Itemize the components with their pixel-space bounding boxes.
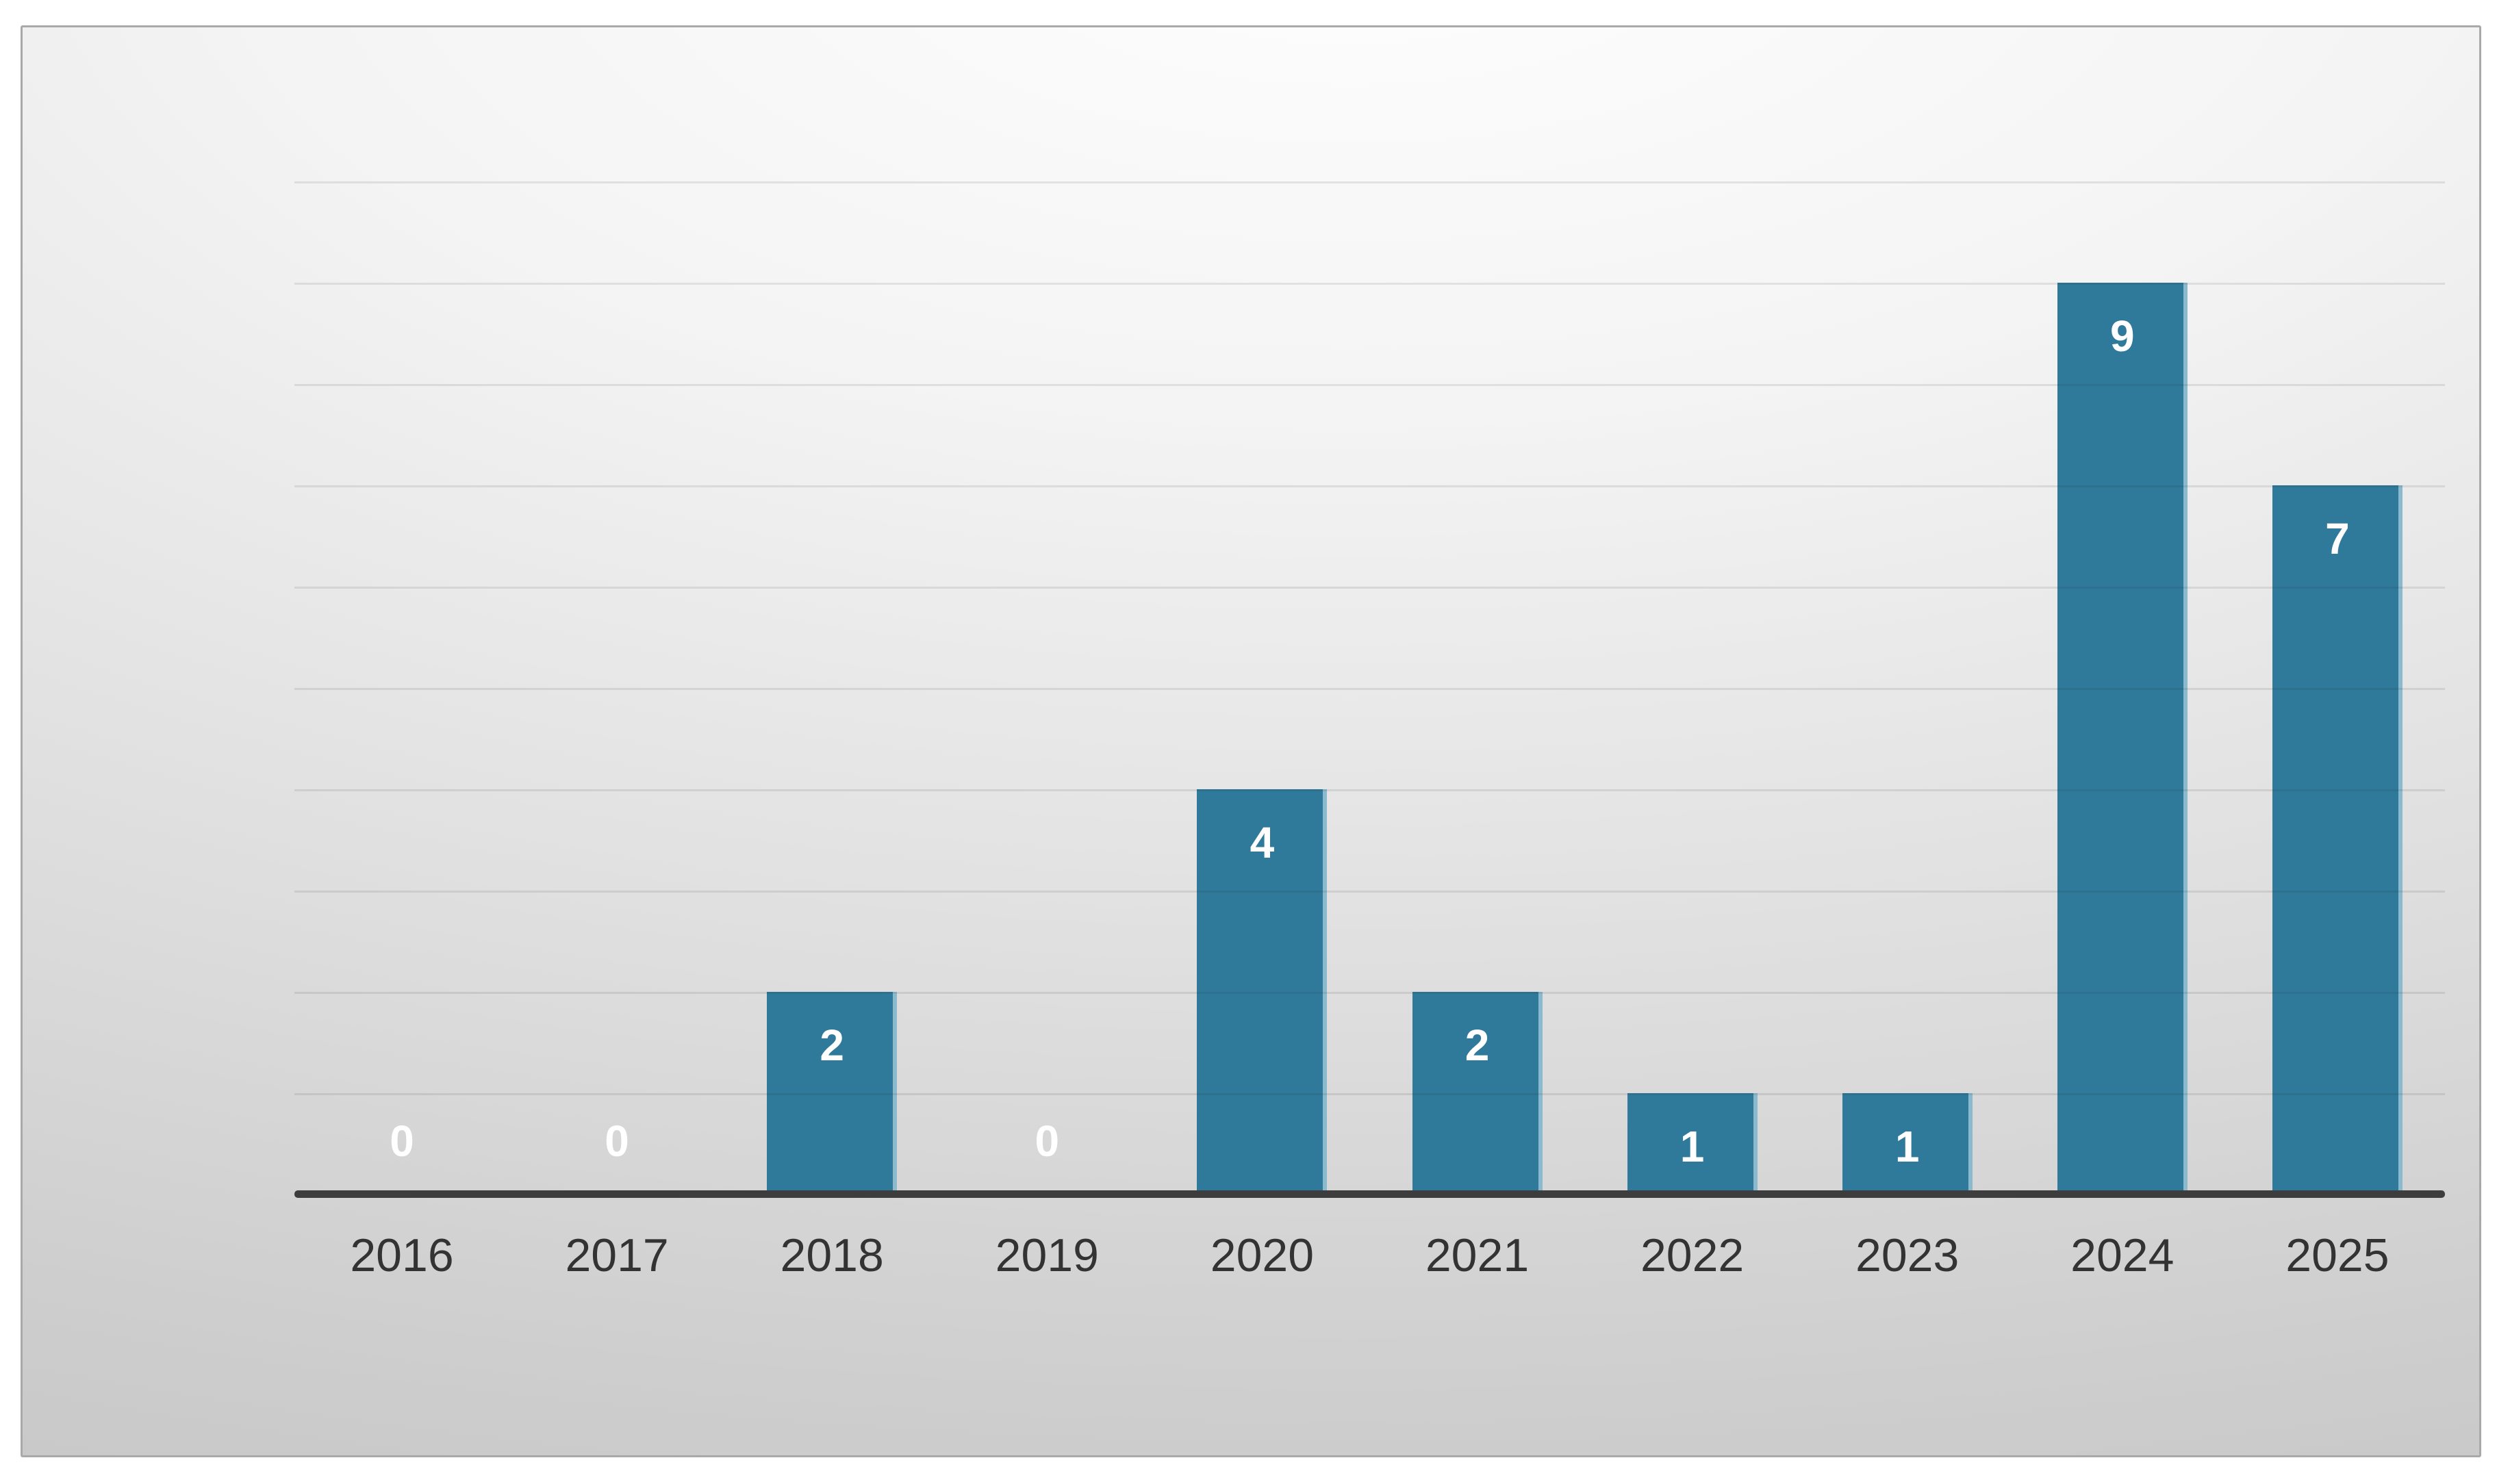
x-tick-label-2025: 2025 [2285,1229,2389,1281]
x-tick-label-2020: 2020 [1210,1229,1315,1281]
bar-2018 [767,992,898,1194]
gridline [294,1093,2445,1095]
gridline [294,587,2445,589]
x-tick-label-2024: 2024 [2070,1229,2175,1281]
bar-value-label-2024: 9 [2110,311,2135,361]
x-tick-label-2021: 2021 [1425,1229,1530,1281]
bar-2022 [1627,1093,1758,1194]
bar-2024 [2057,283,2188,1194]
x-tick-label-2016: 2016 [350,1229,454,1281]
bar-2025 [2272,485,2403,1194]
bar-value-label-2025: 7 [2325,514,2350,563]
bar-value-label-2018: 2 [820,1021,844,1070]
x-tick-label-2022: 2022 [1640,1229,1745,1281]
bar-2023 [1842,1093,1973,1194]
bar-2020 [1197,789,1328,1194]
x-tick-label-2023: 2023 [1855,1229,1960,1281]
x-tick-label-2017: 2017 [565,1229,669,1281]
x-axis-line [294,1190,2445,1198]
bar-value-label-2020: 4 [1250,818,1275,867]
bar-value-label-2016: 0 [390,1116,414,1166]
gridline [294,891,2445,893]
x-tick-label-2019: 2019 [995,1229,1099,1281]
x-tick-label-2018: 2018 [780,1229,884,1281]
gridline [294,992,2445,994]
bar-value-label-2017: 0 [605,1116,629,1166]
bar-value-label-2023: 1 [1894,1122,1920,1171]
gridline [294,384,2445,386]
gridline [294,181,2445,183]
gridline [294,789,2445,791]
bar-value-label-2021: 2 [1465,1021,1490,1070]
bar-value-label-2022: 1 [1679,1122,1705,1171]
bar-2021 [1412,992,1543,1194]
gridline [294,688,2445,690]
bar-value-label-2019: 0 [1035,1116,1060,1166]
gridline [294,283,2445,285]
gridline [294,485,2445,487]
